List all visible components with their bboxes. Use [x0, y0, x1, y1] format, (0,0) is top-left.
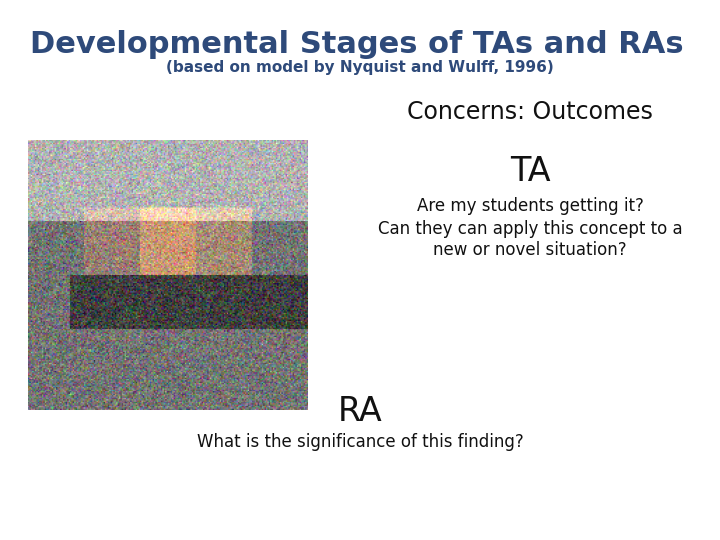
- Text: TA: TA: [510, 155, 550, 188]
- Text: RA: RA: [338, 395, 382, 428]
- Text: Are my students getting it?: Are my students getting it?: [417, 197, 644, 215]
- Text: (based on model by Nyquist and Wulff, 1996): (based on model by Nyquist and Wulff, 19…: [166, 60, 554, 75]
- Text: Can they can apply this concept to a
new or novel situation?: Can they can apply this concept to a new…: [378, 220, 683, 259]
- Text: Developmental Stages of TAs and RAs: Developmental Stages of TAs and RAs: [30, 30, 683, 59]
- Text: What is the significance of this finding?: What is the significance of this finding…: [197, 433, 523, 451]
- Text: Concerns: Outcomes: Concerns: Outcomes: [407, 100, 653, 124]
